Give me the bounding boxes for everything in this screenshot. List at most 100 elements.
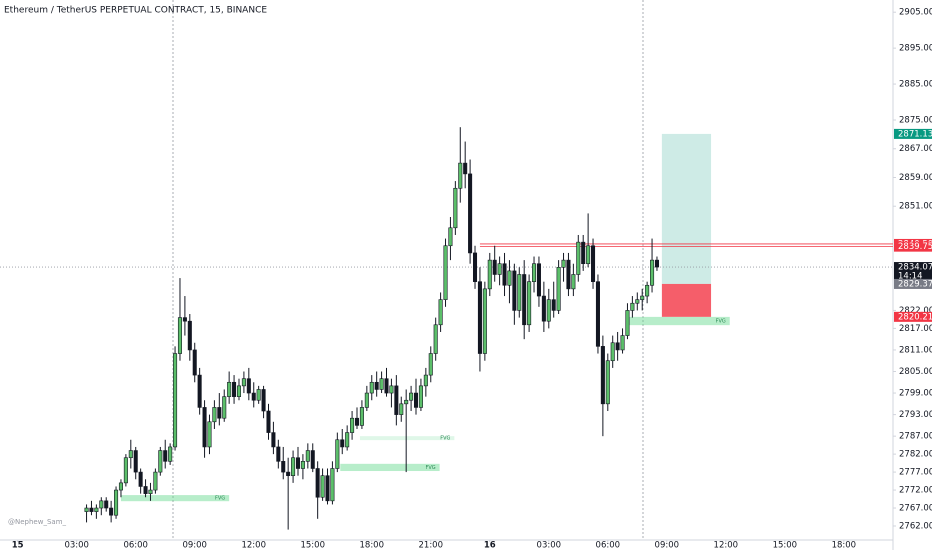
candle-body: [158, 450, 163, 473]
candle-body: [374, 381, 379, 390]
candle-body: [566, 259, 571, 290]
candle-body: [650, 259, 655, 286]
candle-body: [507, 270, 512, 286]
candle-body: [541, 295, 546, 322]
candle-body: [364, 392, 369, 408]
candle-body: [551, 299, 556, 311]
candle-body: [340, 439, 345, 448]
candle-body: [443, 245, 448, 300]
candle-body: [512, 270, 517, 311]
x-tick-label: 12:00: [714, 541, 739, 550]
candle-body: [320, 475, 325, 498]
candle-body: [286, 471, 291, 476]
candle-body: [472, 252, 478, 282]
candle-body: [232, 381, 237, 397]
candle-body: [389, 385, 394, 394]
candle-body: [251, 392, 256, 401]
candle-body: [104, 500, 109, 509]
y-tick-label: 2851.00: [899, 202, 932, 212]
y-tick-label: 2782.00: [899, 450, 932, 460]
candle-body: [109, 507, 114, 516]
candle-body: [605, 360, 610, 405]
fvg-label: FVG: [440, 436, 450, 442]
candle-body: [640, 295, 645, 300]
price-tag-label: 2834.07: [898, 263, 932, 273]
y-tick-label: 2805.00: [899, 367, 932, 377]
candle-body: [330, 468, 335, 502]
candle-body: [148, 489, 153, 494]
candle-body: [271, 432, 276, 448]
x-tick-label: 18:00: [832, 541, 857, 550]
candle-body: [246, 378, 251, 394]
y-tick-label: 2885.00: [899, 80, 932, 90]
y-tick-label: 2811.00: [899, 345, 932, 355]
candle-body: [163, 450, 168, 462]
candle-body: [310, 450, 315, 469]
candle-body: [138, 471, 143, 487]
candle-body: [325, 475, 330, 502]
fvg-label: FVG: [215, 496, 225, 502]
candle-body: [556, 267, 561, 311]
candle-body: [404, 399, 409, 405]
candle-body: [453, 187, 458, 229]
price-tag: [894, 262, 932, 282]
candle-body: [207, 421, 212, 448]
candle-body: [222, 396, 227, 419]
candle-body: [359, 407, 364, 426]
candle-body: [463, 162, 468, 175]
countdown: 14:14: [898, 272, 923, 282]
y-tick-label: 2822.00: [899, 306, 932, 316]
candle-body: [586, 245, 591, 265]
candle-body: [89, 507, 94, 512]
candle-body: [197, 374, 202, 408]
fvg-label: FVG: [716, 319, 726, 325]
candle-body: [581, 241, 586, 265]
fvg-zone: [340, 463, 440, 472]
x-tick-label: 03:00: [537, 541, 562, 550]
candle-body: [281, 461, 286, 473]
candle-body: [99, 500, 104, 509]
candle-body: [536, 263, 541, 297]
stop-zone: [661, 283, 712, 317]
candle-body: [654, 259, 659, 268]
candle-body: [413, 392, 419, 408]
fvg-zone: [359, 436, 455, 441]
price-tag: [894, 128, 932, 139]
candle-body: [497, 263, 502, 275]
target-zone: [661, 133, 712, 284]
candle-body: [192, 349, 197, 376]
candle-body: [315, 468, 320, 498]
y-tick-label: 2895.00: [899, 44, 932, 54]
candle-body: [438, 299, 443, 326]
price-tag-label: 2820.21: [898, 312, 932, 322]
x-tick-label: 21:00: [419, 541, 444, 550]
candle-body: [433, 324, 438, 354]
candle-body: [350, 417, 355, 433]
candle-body: [522, 274, 527, 326]
candle-body: [630, 302, 635, 311]
candle-body: [532, 263, 537, 282]
candle-body: [635, 299, 640, 304]
candle-body: [482, 288, 487, 354]
price-tag: [894, 278, 932, 289]
candle-body: [418, 385, 423, 408]
candle-body: [305, 450, 310, 462]
watermark: @Nephew_Sam_: [8, 518, 67, 526]
fvg-label: FVG: [425, 465, 435, 471]
y-tick-label: 2867.00: [899, 144, 932, 154]
x-tick-label: 09:00: [655, 541, 680, 550]
y-tick-label: 2762.00: [899, 521, 932, 531]
candle-body: [84, 507, 89, 512]
candle-body: [477, 281, 482, 354]
candle-body: [128, 450, 133, 459]
chart-title: Ethereum / TetherUS PERPETUAL CONTRACT, …: [4, 6, 267, 16]
y-tick-label: 2875.00: [899, 116, 932, 126]
candle-body: [394, 385, 399, 415]
candle-body: [168, 446, 173, 462]
candle-body: [502, 263, 507, 286]
candle-body: [561, 259, 566, 268]
candle-body: [576, 241, 581, 275]
candle-body: [187, 320, 192, 351]
